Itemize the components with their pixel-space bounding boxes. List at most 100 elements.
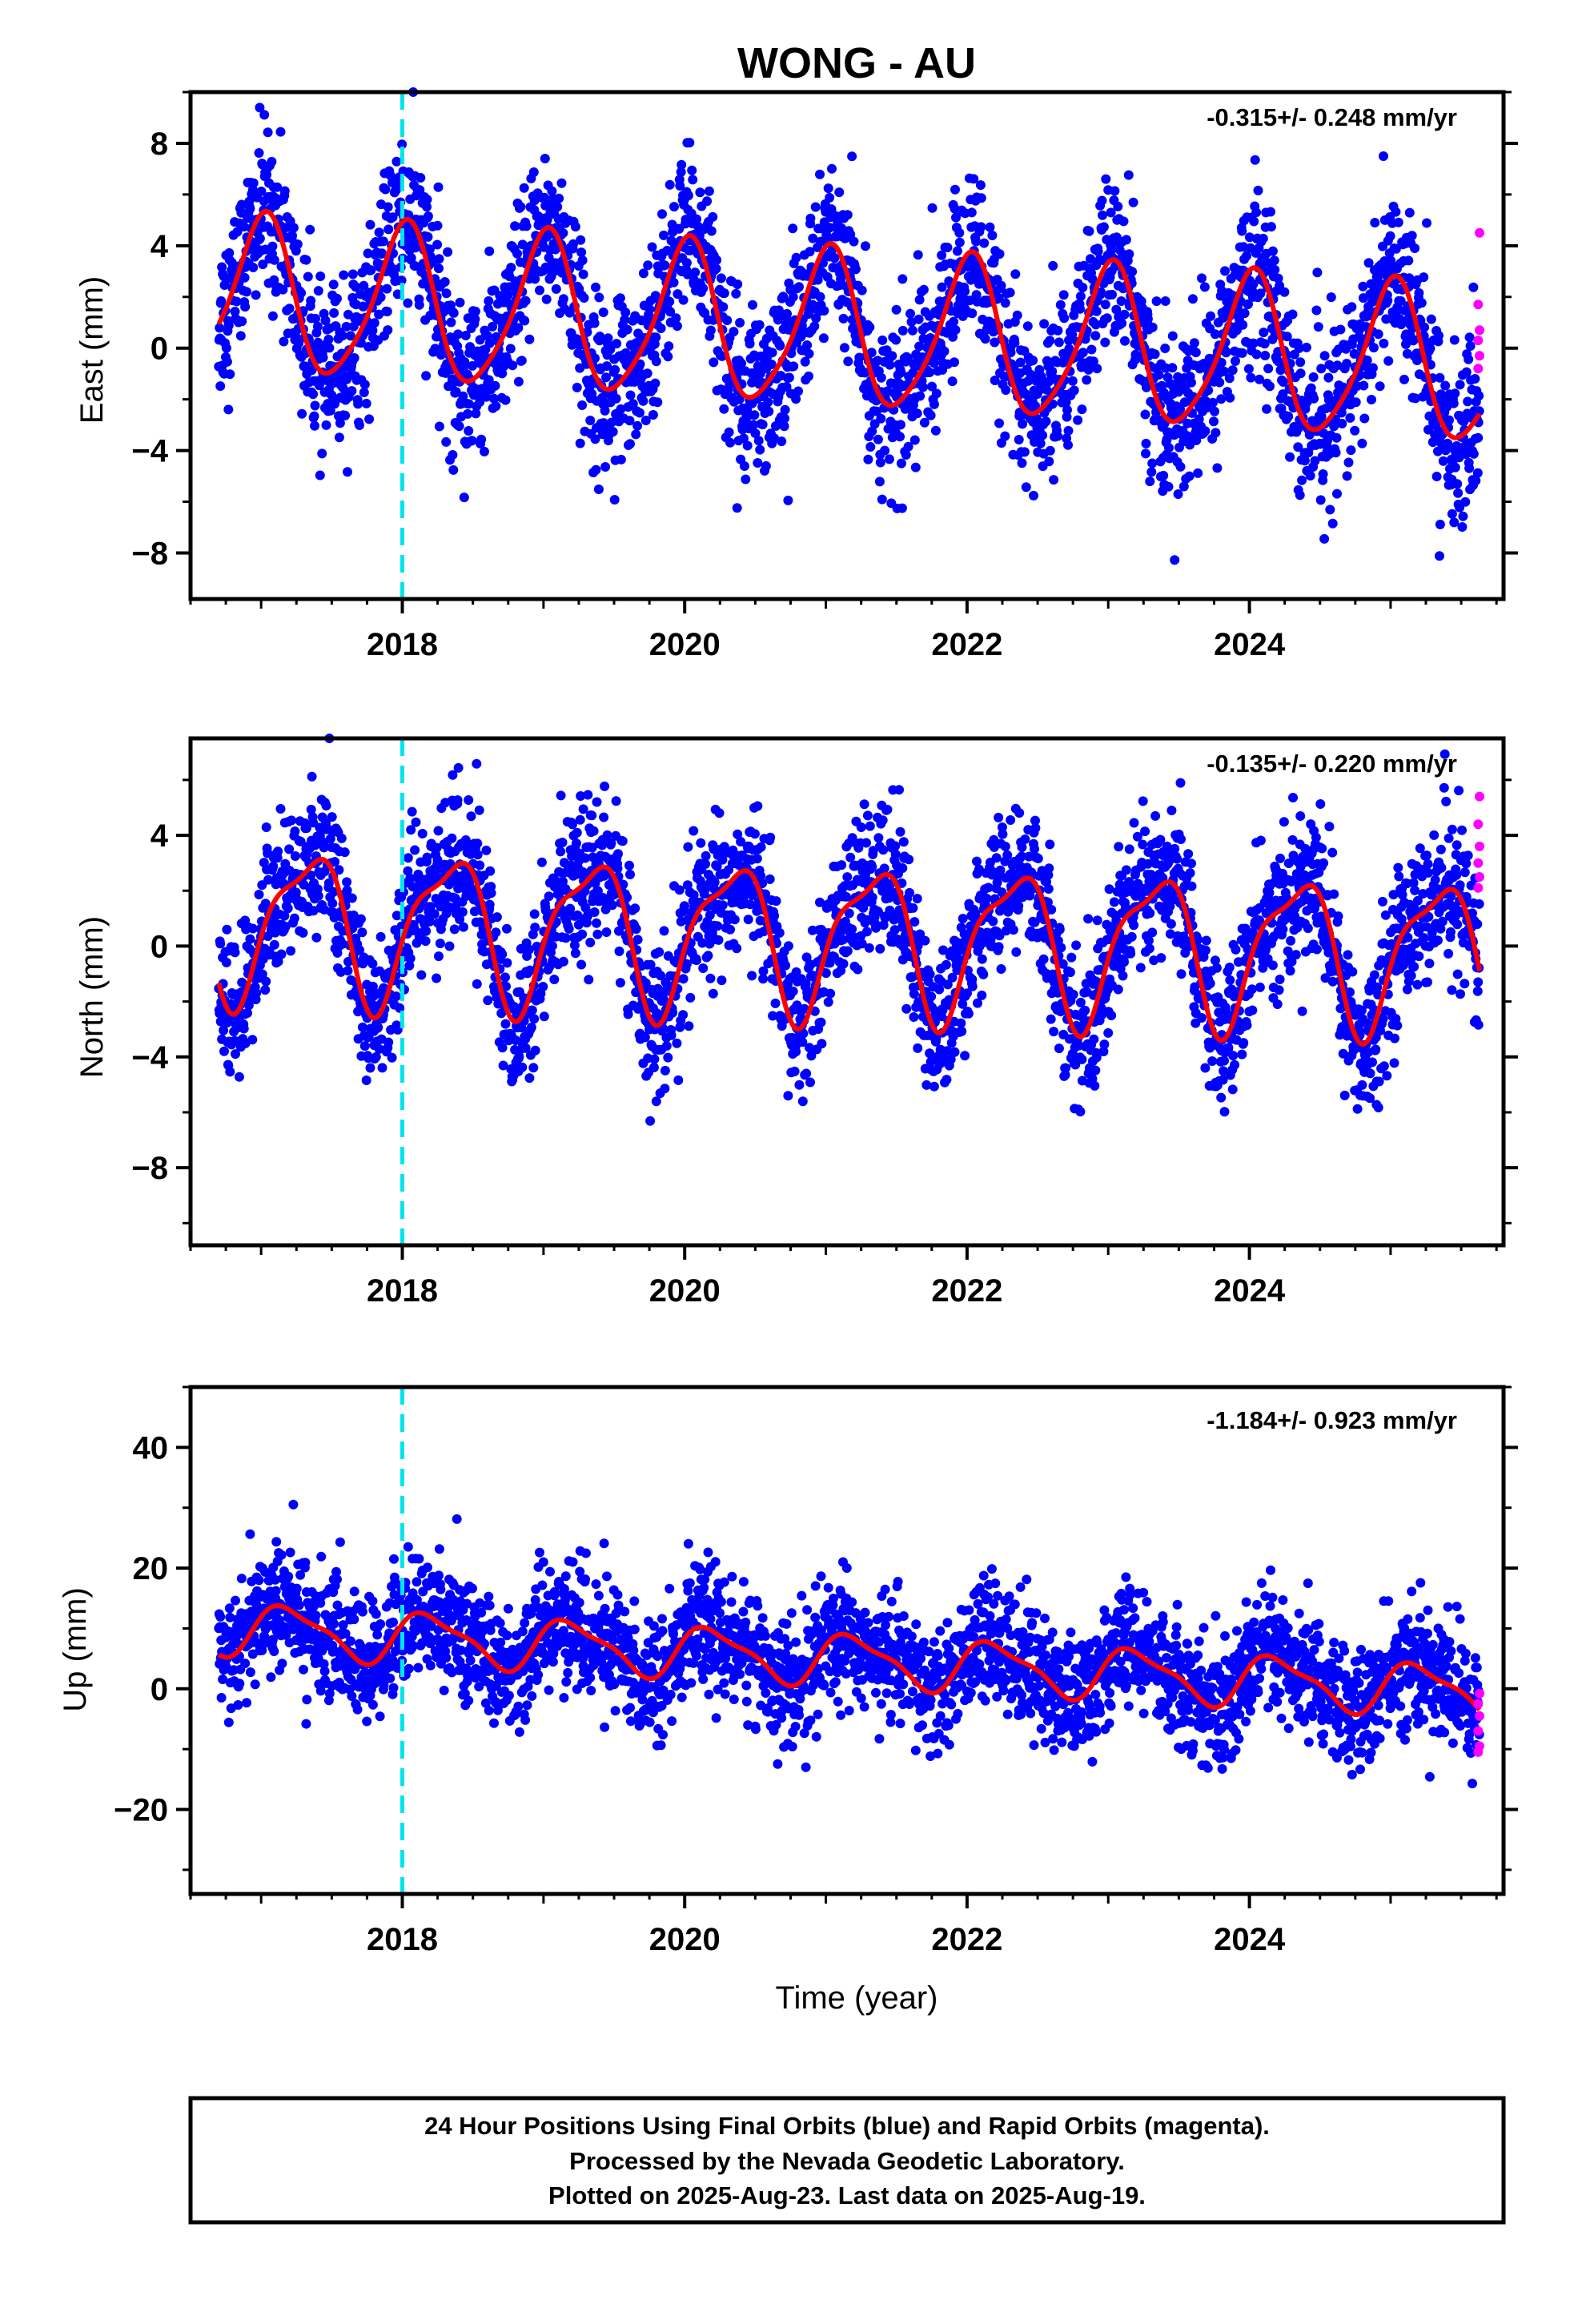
east-final-point [1458,511,1468,521]
north-final-point [485,866,496,876]
east-final-point [635,408,644,418]
east-final-point [1049,475,1059,485]
east-final-point [1113,201,1123,211]
east-final-point [355,420,364,430]
east-final-point [1010,269,1021,279]
north-final-point [592,918,601,928]
north-final-point [789,1066,800,1076]
east-final-point [1447,509,1457,519]
east-final-point [1238,320,1248,330]
north-final-point [713,935,724,945]
north-final-point [752,854,762,864]
east-final-point [929,399,939,409]
east-final-point [624,416,635,426]
east-final-point [847,151,857,162]
east-final-point [308,389,319,400]
east-final-point [1164,443,1174,453]
east-final-point [1141,448,1150,459]
north-final-point [219,1046,229,1056]
east-final-point [628,399,638,409]
east-final-point [794,282,804,292]
east-final-point [1464,332,1475,343]
north-final-point [632,935,643,945]
east-final-point [451,387,461,397]
east-final-point [1449,517,1460,528]
east-final-point [221,343,231,353]
east-y-tick-label: −8 [131,536,168,571]
north-final-point [472,838,483,849]
east-final-point [551,283,561,294]
east-final-point [255,103,265,113]
north-final-point [273,846,283,857]
east-final-point [917,382,928,392]
east-final-point [320,316,331,326]
east-final-point [383,224,394,235]
north-final-point [475,860,485,870]
east-final-point [520,296,531,306]
east-final-point [823,183,833,194]
east-final-point [996,280,1006,291]
east-final-point [318,352,328,363]
east-final-point [1090,331,1101,341]
east-final-point [1167,363,1178,373]
east-final-point [665,296,675,307]
north-final-point [729,915,740,925]
east-final-point [600,405,610,416]
east-final-point [913,314,924,324]
east-final-point [702,196,713,207]
east-final-point [535,285,544,296]
north-final-point [587,810,597,821]
east-final-point [985,222,995,232]
east-final-point [1399,374,1409,384]
north-final-point [845,852,856,862]
east-final-point [465,342,476,352]
east-final-point [590,434,600,444]
north-final-point [575,814,585,825]
north-final-point [449,924,460,935]
east-final-point [593,485,604,494]
east-final-point [1465,341,1476,351]
north-final-point [781,960,791,971]
east-final-point [1419,322,1430,332]
east-final-point [1419,272,1429,283]
north-final-point [624,860,634,870]
east-final-point [615,293,625,304]
east-final-point [976,193,986,203]
east-final-point [1098,210,1107,220]
north-final-point [698,963,709,973]
east-final-point [1383,296,1393,306]
east-final-point [975,180,986,191]
east-final-point [256,187,267,196]
east-final-point [897,503,907,513]
east-final-point [1221,348,1231,358]
east-final-point [321,420,331,430]
east-final-point [865,442,876,452]
east-final-point [460,356,470,367]
east-final-point [374,227,384,238]
east-final-point [1269,255,1279,266]
east-final-point [296,287,307,298]
east-final-point [732,503,742,513]
east-final-point [454,421,464,432]
east-final-point [709,357,719,368]
north-final-point [894,785,904,795]
north-final-point [592,929,603,939]
north-final-point [434,951,444,962]
east-final-point [1383,356,1394,366]
east-final-point [638,396,648,406]
east-final-point [464,399,474,409]
north-final-point [327,899,338,909]
east-final-point [287,231,297,241]
east-final-point [625,439,635,449]
east-final-point [1048,260,1058,271]
north-final-point [607,900,617,911]
east-final-point [231,296,242,307]
east-final-point [1199,282,1210,292]
east-final-point [980,334,990,344]
east-final-point [608,427,618,437]
north-final-point [659,926,669,936]
north-final-point [416,970,427,980]
north-final-point [717,900,728,911]
east-final-point [1468,448,1479,459]
north-final-point [458,922,468,932]
